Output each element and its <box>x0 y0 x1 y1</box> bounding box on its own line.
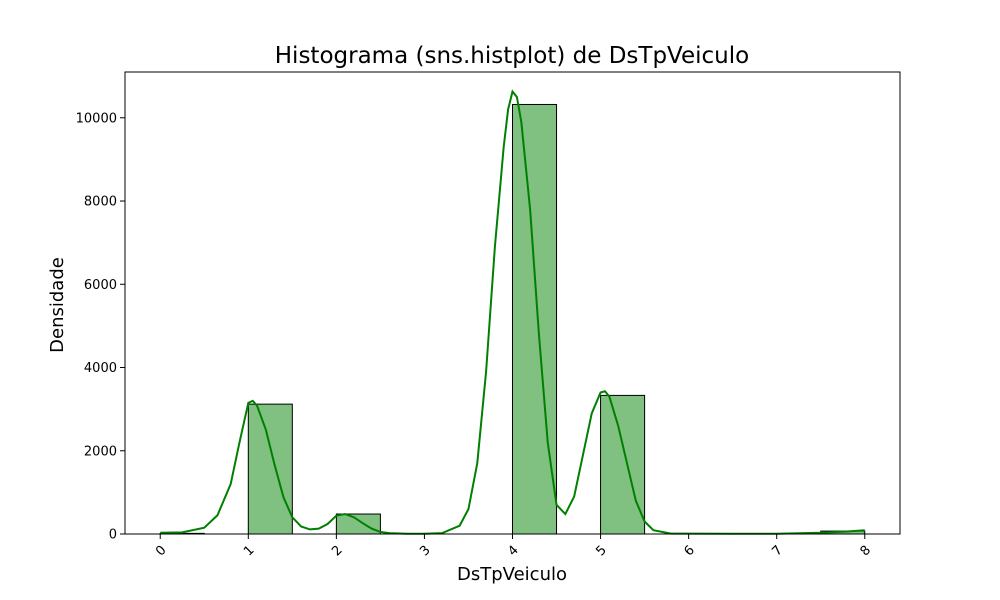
histogram-bar <box>247 403 293 535</box>
histogram-bar <box>512 103 558 535</box>
histogram-bar <box>335 513 381 535</box>
y-tick-label: 6000 <box>84 278 117 293</box>
x-axis-ticks: 0 1 2 3 4 5 6 7 8 <box>153 534 874 559</box>
x-tick-label: 6 <box>681 543 697 559</box>
x-tick-label: 5 <box>593 543 609 559</box>
x-tick-label: 4 <box>505 543 521 559</box>
bars-group <box>159 103 866 535</box>
y-tick-label: 2000 <box>84 444 117 459</box>
x-tick-label: 7 <box>770 543 786 559</box>
y-axis-label: Densidade <box>47 257 68 353</box>
x-tick-label: 3 <box>417 543 433 559</box>
x-axis-label: DsTpVeiculo <box>457 564 567 585</box>
kde-curve <box>160 89 865 535</box>
y-tick-label: 0 <box>109 528 117 543</box>
histogram-bar <box>600 394 646 535</box>
y-tick-label: 8000 <box>84 195 117 210</box>
x-tick-label: 8 <box>858 543 874 559</box>
y-tick-label: 4000 <box>84 361 117 376</box>
x-tick-label: 1 <box>241 543 257 559</box>
y-axis-ticks: 0 2000 4000 6000 8000 10000 <box>76 111 125 543</box>
x-tick-label: 2 <box>329 543 345 559</box>
y-tick-label: 10000 <box>76 111 117 126</box>
x-tick-label: 0 <box>153 543 169 559</box>
chart-title: Histograma (sns.histplot) de DsTpVeiculo <box>275 43 749 69</box>
